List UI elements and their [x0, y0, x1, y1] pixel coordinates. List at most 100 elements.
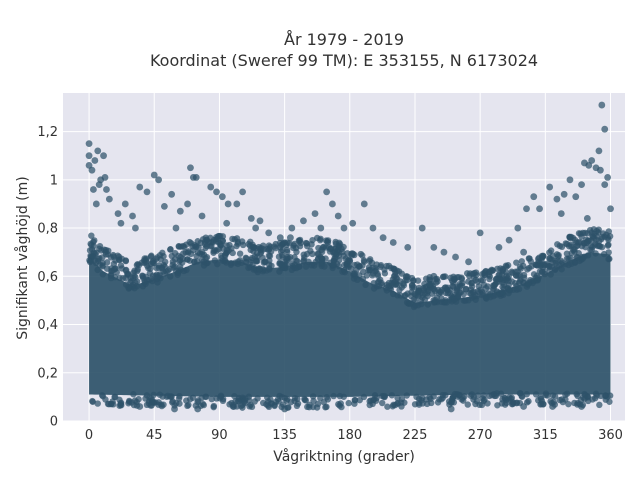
data-point — [593, 227, 600, 235]
data-point — [158, 401, 165, 408]
data-point — [175, 252, 182, 260]
data-point — [441, 273, 449, 280]
data-point — [479, 276, 487, 284]
outlier-point — [168, 190, 176, 198]
data-point — [250, 266, 257, 273]
outlier-point — [213, 188, 220, 196]
data-point — [478, 291, 486, 299]
outlier-point — [588, 157, 596, 164]
data-point — [389, 281, 396, 289]
data-point — [409, 277, 417, 285]
data-point — [481, 271, 488, 278]
data-point — [390, 266, 398, 273]
data-point — [398, 395, 406, 403]
data-point — [474, 392, 482, 399]
outlier-point — [482, 284, 490, 292]
data-point — [265, 246, 272, 254]
outlier-point — [129, 212, 136, 220]
outlier-point — [389, 239, 397, 246]
data-point — [175, 243, 183, 250]
x-tick-label: 225 — [403, 428, 428, 443]
outlier-point — [465, 258, 472, 266]
data-point — [147, 260, 155, 268]
data-point — [395, 268, 403, 275]
data-point — [94, 266, 101, 274]
data-point — [341, 261, 348, 268]
data-point — [91, 237, 98, 244]
data-point — [596, 401, 603, 409]
outlier-point — [486, 268, 494, 275]
data-point — [319, 255, 326, 263]
data-point — [231, 392, 238, 400]
data-point — [525, 398, 532, 405]
outlier-point — [340, 224, 348, 232]
data-point — [98, 392, 106, 399]
y-tick-label: 1 — [50, 173, 58, 188]
outlier-point — [300, 217, 307, 225]
data-point — [291, 240, 298, 248]
outlier-point — [514, 224, 522, 232]
data-point — [525, 264, 533, 272]
data-point — [423, 275, 430, 282]
outlier-point — [557, 210, 565, 217]
data-point — [436, 396, 443, 403]
outlier-point — [578, 181, 585, 189]
outlier-point — [117, 219, 125, 227]
data-point — [148, 398, 156, 405]
outlier-point — [239, 188, 247, 196]
data-point — [323, 394, 330, 401]
data-point — [411, 297, 419, 304]
data-point — [226, 241, 233, 249]
data-point — [176, 263, 184, 271]
data-point — [592, 390, 600, 397]
outlier-point — [349, 219, 357, 227]
data-point — [496, 271, 503, 278]
data-point — [276, 268, 283, 275]
data-point — [247, 238, 254, 245]
y-axis-label: Signifikant våghöjd (m) — [14, 176, 31, 339]
data-point — [361, 258, 368, 265]
data-point — [88, 232, 95, 239]
data-point — [501, 401, 509, 408]
outlier-point — [598, 101, 606, 109]
data-point — [117, 399, 125, 406]
data-point — [439, 391, 447, 399]
data-point — [442, 289, 449, 297]
chart-title-line2: Koordinat (Sweref 99 TM): E 353155, N 61… — [150, 51, 538, 70]
data-point — [472, 400, 479, 408]
data-point — [189, 394, 197, 401]
data-point — [167, 273, 174, 280]
data-point — [340, 393, 347, 400]
data-point — [158, 265, 166, 272]
outlier-point — [91, 157, 99, 164]
data-point — [537, 394, 544, 401]
data-point — [259, 399, 267, 407]
data-point — [471, 291, 479, 299]
data-point — [558, 396, 566, 403]
data-point — [563, 250, 571, 257]
data-point — [533, 272, 541, 280]
outlier-point — [121, 200, 129, 208]
data-point — [236, 257, 244, 264]
data-point — [513, 399, 521, 406]
data-point — [605, 249, 612, 256]
data-point — [584, 230, 591, 237]
x-tick-label: 135 — [272, 428, 297, 443]
data-point — [295, 263, 303, 270]
data-point — [188, 240, 195, 247]
y-tick-label: 0,8 — [37, 222, 58, 237]
data-point — [581, 253, 588, 260]
data-point — [466, 270, 474, 277]
data-point — [169, 258, 177, 265]
data-point — [99, 254, 106, 261]
data-point — [359, 268, 367, 276]
data-point — [147, 275, 155, 282]
data-point — [141, 277, 148, 285]
outlier-point — [160, 202, 168, 210]
data-point — [288, 266, 296, 274]
data-point — [354, 261, 361, 268]
data-point — [579, 229, 587, 237]
data-point — [101, 246, 108, 253]
data-point — [184, 402, 191, 410]
data-point — [154, 274, 161, 281]
